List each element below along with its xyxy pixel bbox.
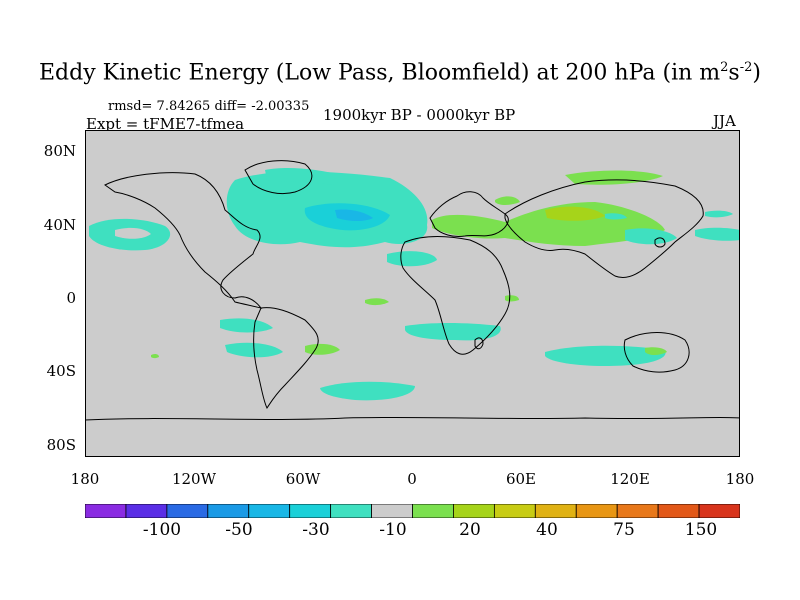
colorbar-box bbox=[616, 504, 659, 518]
colorbar bbox=[85, 504, 740, 518]
africa-coast bbox=[400, 236, 511, 355]
colorbar-box bbox=[289, 504, 332, 518]
lon-label-60e: 60E bbox=[505, 470, 537, 488]
japan-coast bbox=[654, 237, 666, 248]
lon-label-0: 0 bbox=[407, 470, 417, 488]
experiment-label: Expt = tFME7-tfmea bbox=[86, 115, 245, 133]
colorbar-box bbox=[207, 504, 250, 518]
colorbar-box bbox=[453, 504, 495, 518]
coastlines bbox=[85, 160, 740, 421]
anomaly-contours bbox=[89, 168, 740, 401]
lat-label-40n: 40N bbox=[43, 216, 76, 234]
lat-label-0: 0 bbox=[66, 289, 76, 307]
southern-ocean-negative-anomaly bbox=[320, 381, 415, 401]
lon-label-120e: 120E bbox=[610, 470, 650, 488]
map-frame bbox=[85, 130, 740, 457]
lon-label-180w: 180 bbox=[70, 470, 100, 488]
colorbar-box bbox=[412, 504, 454, 518]
colorbar-box bbox=[534, 504, 577, 518]
mid-atlantic-negative-anomaly bbox=[387, 251, 437, 267]
colorbar-box bbox=[248, 504, 291, 518]
south-atlantic-negative-anomaly bbox=[405, 323, 501, 341]
colorbar-label: 150 bbox=[684, 520, 718, 540]
lat-label-80n: 80N bbox=[43, 142, 76, 160]
colorbar-box bbox=[330, 504, 372, 518]
europe-positive-anomaly bbox=[495, 196, 520, 205]
lat-label-40s: 40S bbox=[46, 362, 76, 380]
colorbar-box bbox=[85, 504, 127, 518]
map-background bbox=[85, 130, 740, 457]
colorbar-label: 40 bbox=[536, 520, 558, 540]
season-label: JJA bbox=[713, 112, 736, 130]
rmsd-diff-stats: rmsd= 7.84265 diff= -2.00335 bbox=[108, 99, 310, 114]
greenland-negative-anomaly bbox=[265, 168, 345, 185]
greenland-coast bbox=[244, 160, 313, 195]
south-america-coast bbox=[253, 307, 319, 409]
colorbar-box bbox=[575, 504, 618, 518]
west-pacific-negative-anomaly bbox=[695, 227, 740, 241]
antarctica-coast bbox=[85, 416, 740, 421]
colorbar-label: 20 bbox=[459, 520, 481, 540]
colorbar-box bbox=[698, 504, 740, 518]
colorbar-box bbox=[657, 504, 700, 518]
plot-title: Eddy Kinetic Energy (Low Pass, Bloomfiel… bbox=[39, 60, 761, 86]
north-atlantic-strongest-negative bbox=[335, 209, 373, 221]
colorbar-box bbox=[166, 504, 209, 518]
colorbar-label: 75 bbox=[613, 520, 635, 540]
colorbar-box bbox=[371, 504, 413, 518]
colorbar-label: -100 bbox=[142, 520, 182, 540]
lon-label-60w: 60W bbox=[285, 470, 321, 488]
colorbar-label: -10 bbox=[379, 520, 407, 540]
lon-label-120w: 120W bbox=[171, 470, 217, 488]
australia-coast bbox=[623, 332, 690, 373]
lat-label-80s: 80S bbox=[46, 436, 76, 454]
indian-ocean-negative-anomaly bbox=[545, 345, 666, 366]
lon-label-180e: 180 bbox=[725, 470, 755, 488]
asia-strongest-positive bbox=[545, 206, 605, 221]
south-pacific-negative-anomaly-1 bbox=[220, 318, 273, 333]
colorbar-label: -30 bbox=[302, 520, 330, 540]
madagascar-coast bbox=[474, 337, 484, 350]
asia-coast bbox=[504, 179, 704, 279]
colorbar-box bbox=[125, 504, 168, 518]
colorbar-label: -50 bbox=[225, 520, 253, 540]
colorbar-box bbox=[493, 504, 536, 518]
world-map bbox=[85, 130, 740, 457]
north-america-coast bbox=[104, 172, 263, 309]
period-label: 1900kyr BP - 0000kyr BP bbox=[323, 106, 516, 124]
